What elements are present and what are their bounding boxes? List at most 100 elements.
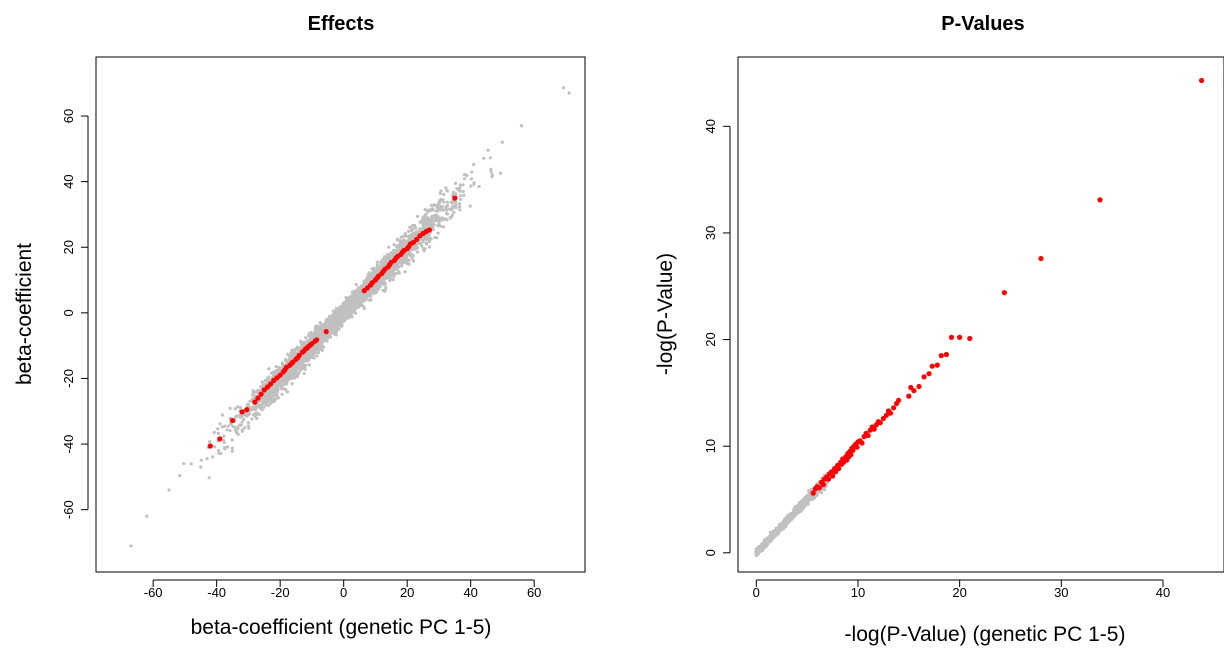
effects-background-point: [271, 370, 275, 375]
effects-background-point: [129, 544, 133, 548]
effects-background-point: [392, 268, 396, 272]
effects-chart-title: Effects: [308, 13, 375, 35]
effects-background-point: [274, 390, 278, 394]
effects-background-point: [276, 368, 280, 372]
effects-background-point: [322, 323, 326, 327]
effects-background-point: [316, 328, 320, 332]
effects-background-point: [256, 389, 260, 393]
effects-background-point: [441, 198, 445, 202]
effects-background-point: [270, 387, 274, 391]
effects-background-point: [260, 399, 264, 403]
effects-background-point: [440, 206, 444, 210]
effects-data-point: [244, 407, 250, 413]
effects-background-point: [372, 289, 376, 293]
effects-plot-frame: [95, 56, 586, 573]
effects-background-point: [411, 246, 416, 250]
effects-background-point: [452, 210, 456, 214]
effects-background-point: [382, 259, 386, 263]
effects-background-point: [355, 299, 359, 303]
effects-background-point: [400, 242, 405, 246]
pvalues-chart-title: P-Values: [941, 13, 1024, 35]
effects-x-tick-label: 20: [400, 585, 414, 600]
effects-background-point: [263, 395, 267, 399]
effects-background-point: [216, 427, 220, 431]
effects-background-point: [421, 246, 426, 250]
effects-background-point: [461, 183, 465, 187]
effects-background-point: [443, 217, 447, 221]
effects-background-point: [488, 156, 492, 160]
effects-background-point: [438, 200, 442, 204]
effects-background-point: [315, 345, 319, 349]
effects-background-point: [247, 412, 251, 416]
effects-background-point: [280, 392, 284, 397]
effects-background-point: [239, 414, 243, 418]
effects-background-point: [257, 404, 261, 408]
effects-background-point: [220, 413, 225, 417]
effects-background-point: [420, 220, 424, 224]
effects-background-point: [325, 320, 329, 324]
effects-background-point: [228, 406, 232, 410]
effects-background-point: [178, 474, 182, 478]
effects-background-point: [302, 341, 306, 345]
effects-background-point: [222, 440, 226, 444]
effects-background-point: [445, 188, 449, 192]
effects-background-point: [425, 241, 429, 245]
effects-background-point: [287, 354, 291, 358]
effects-background-point: [316, 331, 320, 335]
effects-background-point: [449, 216, 453, 220]
effects-background-point: [291, 367, 295, 371]
effects-background-point: [323, 337, 327, 341]
effects-background-points: [129, 86, 571, 548]
effects-background-point: [230, 449, 234, 453]
effects-background-point: [470, 170, 474, 174]
effects-background-point: [367, 292, 372, 296]
effects-background-point: [228, 429, 232, 433]
effects-background-point: [379, 265, 383, 269]
effects-background-point: [279, 386, 284, 390]
effects-background-point: [296, 361, 300, 365]
effects-background-point: [428, 238, 432, 242]
effects-background-point: [365, 277, 369, 281]
effects-x-tick-label: 40: [463, 585, 477, 600]
effects-background-point: [226, 445, 230, 449]
effects-background-point: [383, 275, 387, 279]
effects-background-point: [438, 191, 442, 195]
effects-background-point: [284, 358, 288, 362]
effects-background-point: [327, 317, 331, 321]
effects-data-point: [268, 381, 274, 387]
effects-background-point: [199, 465, 203, 469]
effects-background-point: [361, 284, 365, 288]
effects-data-point: [426, 227, 432, 233]
effects-background-point: [445, 204, 450, 208]
effects-background-point: [407, 229, 411, 233]
effects-background-point: [307, 363, 311, 367]
effects-background-point: [255, 416, 259, 421]
effects-background-point: [394, 272, 398, 276]
effects-background-point: [319, 342, 324, 347]
effects-background-point: [436, 209, 440, 213]
effects-background-point: [429, 216, 433, 220]
effects-background-point: [391, 271, 395, 275]
effects-data-point: [239, 409, 245, 415]
effects-background-point: [431, 228, 435, 232]
effects-background-point: [266, 399, 270, 403]
effects-background-point: [302, 371, 306, 376]
effects-background-point: [250, 417, 254, 421]
effects-background-point: [267, 394, 271, 398]
effects-background-point: [381, 263, 385, 267]
effects-background-point: [402, 239, 406, 243]
effects-background-point: [329, 331, 333, 335]
effects-background-point: [223, 445, 227, 449]
effects-background-point: [297, 366, 301, 370]
effects-background-point: [216, 431, 220, 435]
effects-background-point: [226, 424, 230, 428]
effects-background-point: [437, 217, 441, 221]
effects-background-point: [336, 309, 340, 313]
effects-background-point: [372, 291, 376, 295]
effects-background-point: [373, 283, 377, 287]
effects-background-point: [305, 353, 309, 357]
effects-data-point: [255, 395, 261, 401]
effects-background-point: [292, 348, 296, 352]
effects-background-point: [435, 206, 439, 210]
effects-background-point: [410, 228, 414, 232]
